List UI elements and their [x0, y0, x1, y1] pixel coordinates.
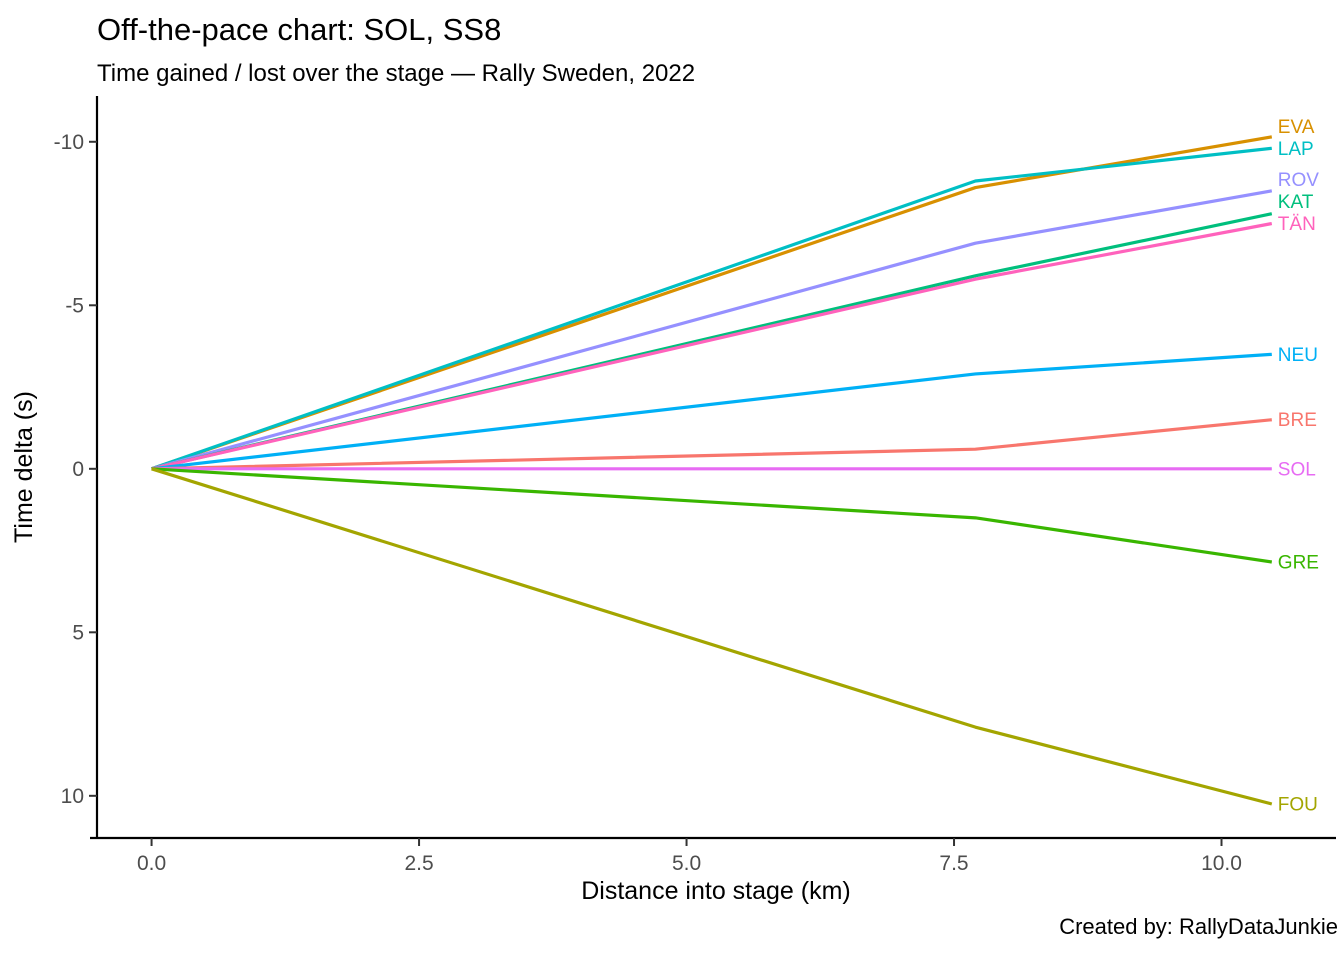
series-label-FOU: FOU: [1278, 794, 1318, 815]
series-label-TÄN: TÄN: [1278, 214, 1316, 235]
x-tick-label: 10.0: [1201, 852, 1242, 875]
series-line-EVA: [151, 135, 1273, 471]
series-line-GRE: [151, 467, 1273, 564]
series-line-TÄN: [151, 221, 1273, 471]
credit-text: Created by: RallyDataJunkie: [1059, 914, 1338, 939]
x-axis-title: Distance into stage (km): [581, 877, 851, 905]
chart-subtitle: Time gained / lost over the stage — Rall…: [97, 60, 695, 87]
x-tick-label: 7.5: [939, 852, 968, 875]
y-tick-label: 5: [72, 621, 84, 644]
series-label-LAP: LAP: [1278, 139, 1314, 160]
x-tick-label: 0.0: [137, 852, 166, 875]
series-label-BRE: BRE: [1278, 410, 1317, 431]
series-label-KAT: KAT: [1278, 192, 1314, 213]
series-line-ROV: [151, 189, 1273, 471]
series-line-FOU: [151, 467, 1273, 806]
series-label-SOL: SOL: [1278, 459, 1316, 480]
chart-title: Off-the-pace chart: SOL, SS8: [97, 12, 501, 47]
series-label-ROV: ROV: [1278, 170, 1320, 191]
x-tick-label: 5.0: [672, 852, 701, 875]
y-tick-label: 10: [61, 785, 84, 808]
y-tick-label: 0: [72, 458, 84, 481]
series-line-NEU: [151, 352, 1272, 471]
series-line-LAP: [151, 146, 1272, 471]
y-axis-title: Time delta (s): [10, 391, 38, 543]
x-tick-label: 2.5: [404, 852, 433, 875]
plot-panel: -10 -5 0 5 10 0.0 2.5 5.0 7.5 10.0 FOU GRE SOL BRE NEU…: [54, 96, 1336, 875]
series-line-BRE: [151, 418, 1272, 471]
y-tick-label: -10: [54, 131, 84, 154]
series-label-GRE: GRE: [1278, 552, 1319, 573]
series-label-NEU: NEU: [1278, 345, 1318, 366]
series-label-EVA: EVA: [1278, 117, 1315, 138]
y-tick-label: -5: [65, 294, 84, 317]
